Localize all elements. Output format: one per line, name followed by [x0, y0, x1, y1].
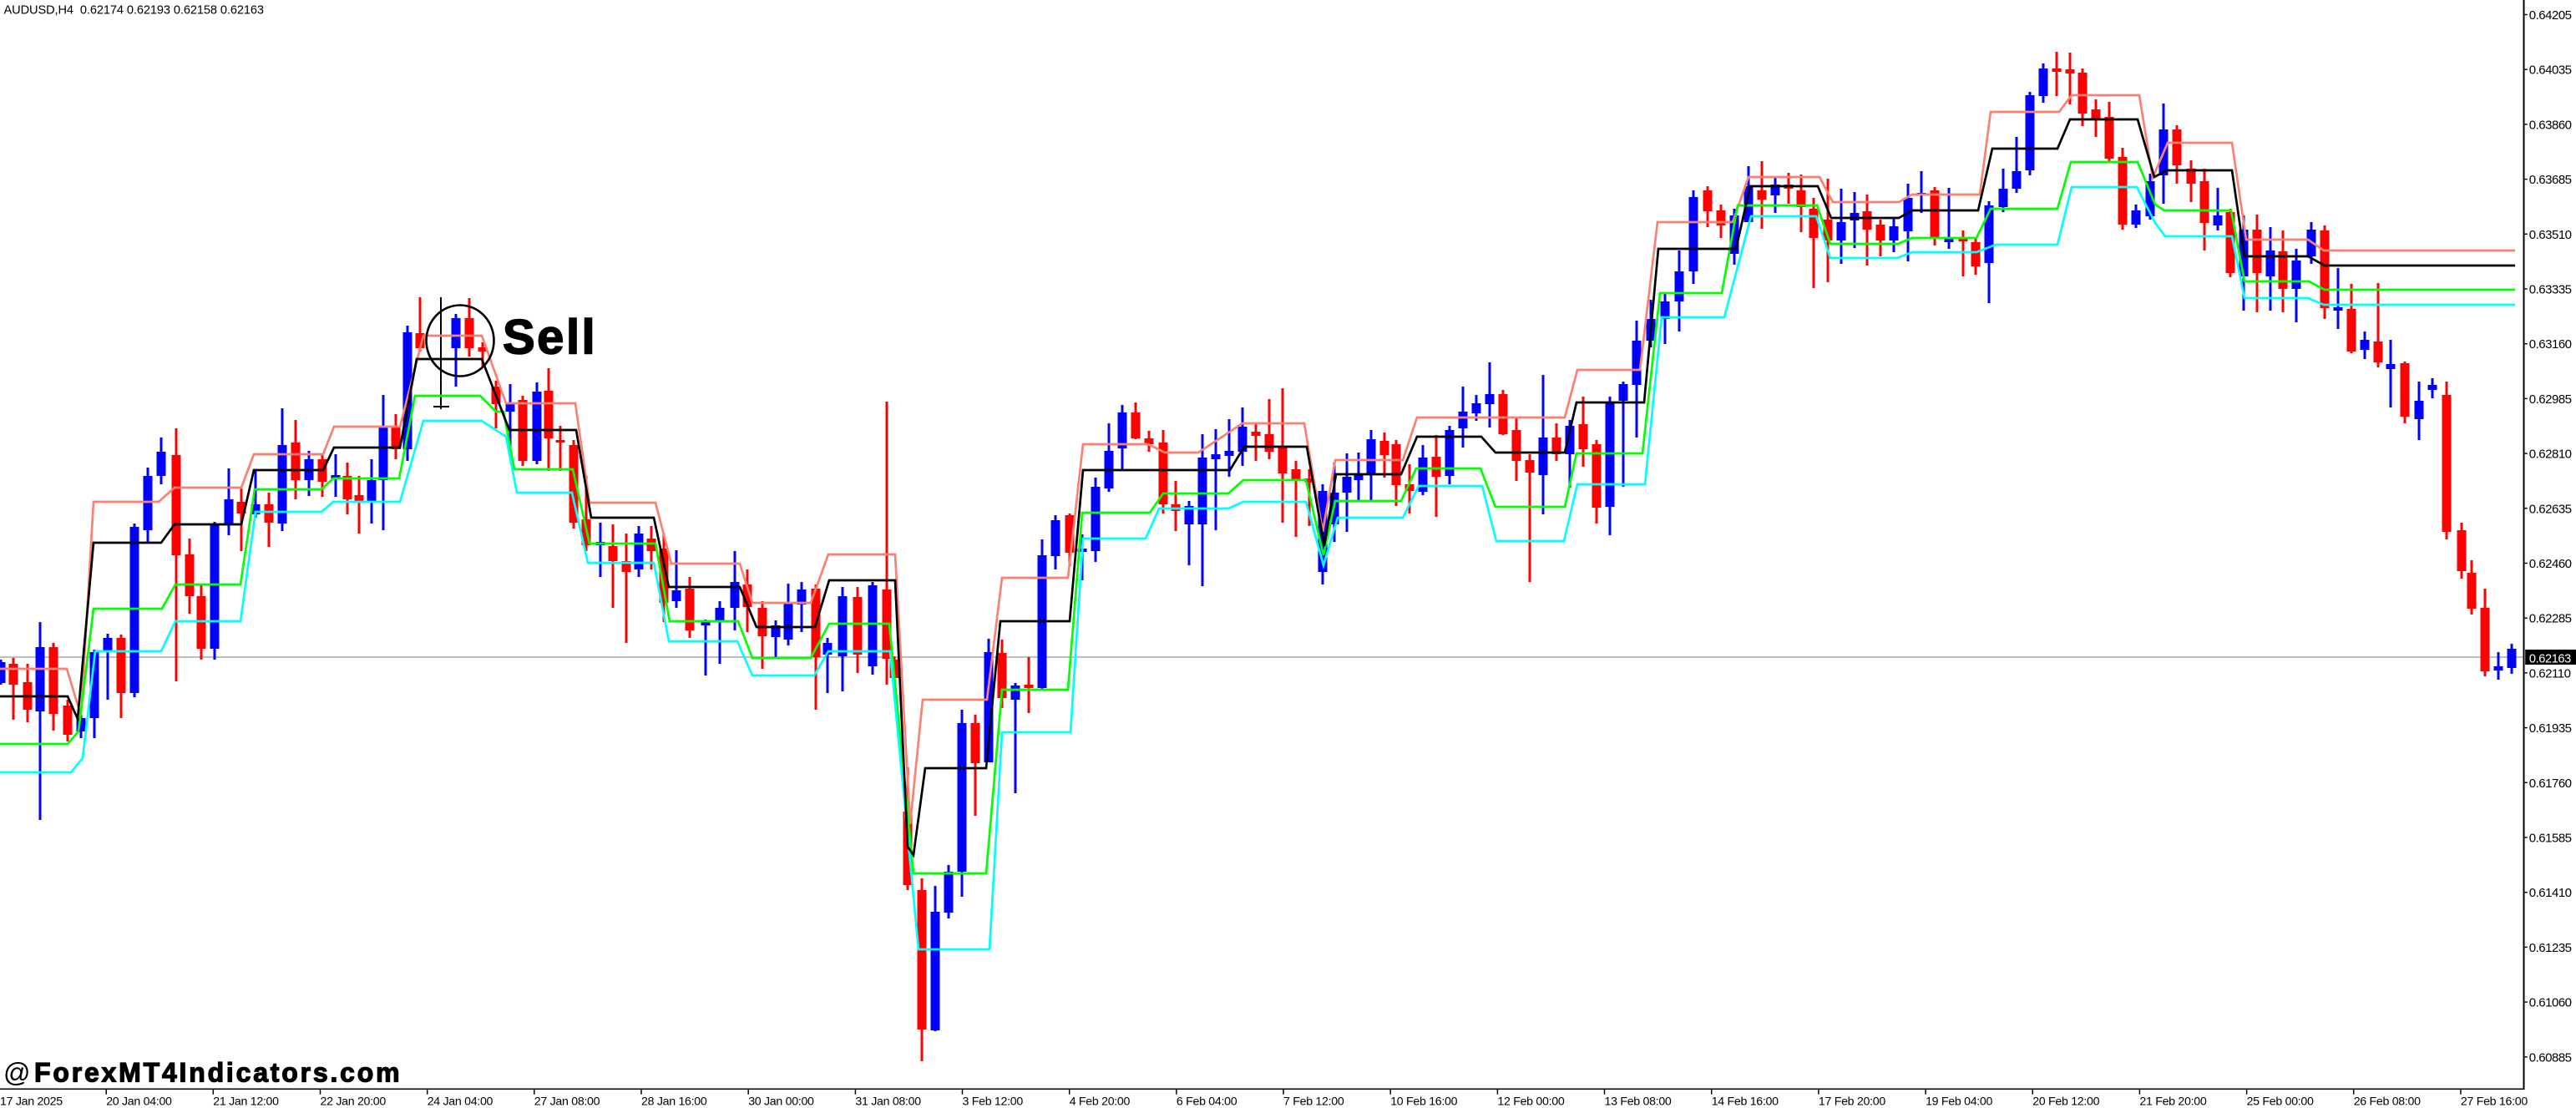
svg-text:27 Jan 08:00: 27 Jan 08:00 — [534, 1095, 600, 1108]
svg-text:21 Jan 12:00: 21 Jan 12:00 — [213, 1095, 279, 1108]
svg-text:0.62285: 0.62285 — [2529, 612, 2572, 626]
svg-text:0.62460: 0.62460 — [2529, 557, 2572, 571]
svg-text:0.64035: 0.64035 — [2529, 63, 2572, 78]
svg-text:26 Feb 08:00: 26 Feb 08:00 — [2354, 1095, 2421, 1108]
svg-text:0.63510: 0.63510 — [2529, 228, 2572, 242]
svg-text:20 Jan 04:00: 20 Jan 04:00 — [106, 1095, 172, 1108]
svg-text:14 Feb 16:00: 14 Feb 16:00 — [1712, 1095, 1779, 1108]
svg-text:3 Feb 12:00: 3 Feb 12:00 — [963, 1095, 1024, 1108]
svg-text:0.61935: 0.61935 — [2529, 721, 2572, 736]
svg-text:0.62635: 0.62635 — [2529, 502, 2572, 516]
svg-text:12 Feb 00:00: 12 Feb 00:00 — [1497, 1095, 1564, 1108]
svg-text:30 Jan 00:00: 30 Jan 00:00 — [748, 1095, 814, 1108]
svg-text:13 Feb 08:00: 13 Feb 08:00 — [1605, 1095, 1672, 1108]
svg-text:0.62810: 0.62810 — [2529, 448, 2572, 462]
svg-text:17 Feb 20:00: 17 Feb 20:00 — [1819, 1095, 1885, 1108]
svg-text:@: @ — [3, 1058, 30, 1088]
svg-text:17 Jan 2025: 17 Jan 2025 — [0, 1095, 63, 1108]
svg-text:0.63160: 0.63160 — [2529, 337, 2572, 352]
svg-text:0.62163: 0.62163 — [2529, 653, 2571, 666]
svg-text:7 Feb 12:00: 7 Feb 12:00 — [1283, 1095, 1344, 1108]
svg-text:0.61060: 0.61060 — [2529, 996, 2572, 1010]
svg-text:25 Feb 00:00: 25 Feb 00:00 — [2247, 1095, 2314, 1108]
svg-text:31 Jan 08:00: 31 Jan 08:00 — [855, 1095, 921, 1108]
svg-text:0.62110: 0.62110 — [2529, 666, 2571, 680]
svg-text:0.63860: 0.63860 — [2529, 118, 2572, 132]
svg-text:27 Feb 16:00: 27 Feb 16:00 — [2461, 1095, 2528, 1108]
svg-text:0.61585: 0.61585 — [2529, 832, 2572, 846]
svg-text:20 Feb 12:00: 20 Feb 12:00 — [2032, 1095, 2099, 1108]
svg-text:AUDUSD,H4 0.62174 0.62193 0.6: AUDUSD,H4 0.62174 0.62193 0.62158 0.6216… — [4, 3, 264, 17]
svg-text:0.60885: 0.60885 — [2529, 1050, 2572, 1065]
svg-text:0.63685: 0.63685 — [2529, 173, 2572, 187]
svg-text:0.61760: 0.61760 — [2529, 777, 2572, 791]
svg-text:24 Jan 04:00: 24 Jan 04:00 — [428, 1095, 493, 1108]
svg-text:0.61410: 0.61410 — [2529, 886, 2572, 900]
svg-text:0.62985: 0.62985 — [2529, 392, 2572, 407]
svg-text:21 Feb 20:00: 21 Feb 20:00 — [2139, 1095, 2206, 1108]
svg-text:22 Jan 20:00: 22 Jan 20:00 — [321, 1095, 387, 1108]
svg-text:Sell: Sell — [503, 311, 597, 365]
svg-text:10 Feb 16:00: 10 Feb 16:00 — [1390, 1095, 1457, 1108]
svg-text:28 Jan 16:00: 28 Jan 16:00 — [641, 1095, 707, 1108]
svg-text:19 Feb 04:00: 19 Feb 04:00 — [1926, 1095, 1992, 1108]
svg-text:0.64205: 0.64205 — [2529, 8, 2572, 23]
svg-text:0.63335: 0.63335 — [2529, 283, 2572, 297]
svg-text:6 Feb 04:00: 6 Feb 04:00 — [1177, 1095, 1237, 1108]
svg-text:ForexMT4Indicators.com: ForexMT4Indicators.com — [34, 1058, 402, 1088]
svg-text:4 Feb 20:00: 4 Feb 20:00 — [1070, 1095, 1131, 1108]
svg-text:0.61235: 0.61235 — [2529, 941, 2572, 955]
